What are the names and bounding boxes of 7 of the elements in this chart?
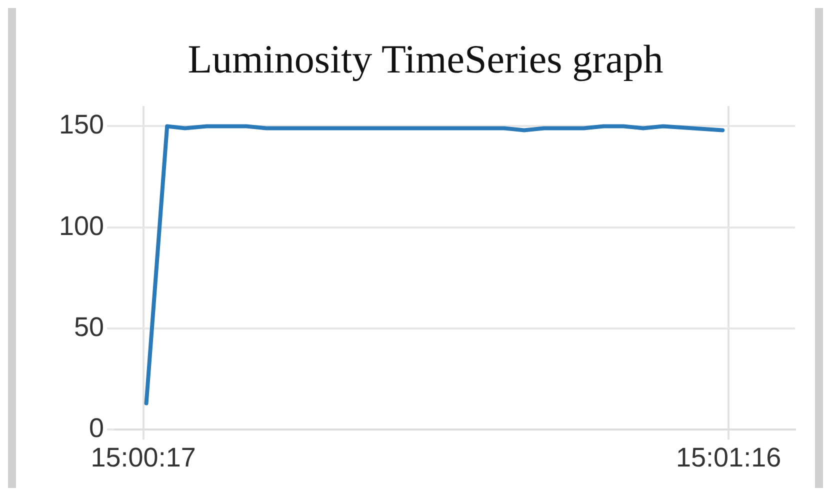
- x-tick-label: 15:01:16: [676, 442, 782, 472]
- y-tick-label: 0: [89, 413, 104, 444]
- y-tick-label: 150: [58, 110, 104, 140]
- y-tick-label: 100: [58, 210, 104, 241]
- x-tick-label: 15:00:17: [90, 442, 196, 472]
- y-tick-label: 50: [74, 312, 104, 342]
- chart-title: Luminosity TimeSeries graph: [188, 36, 664, 82]
